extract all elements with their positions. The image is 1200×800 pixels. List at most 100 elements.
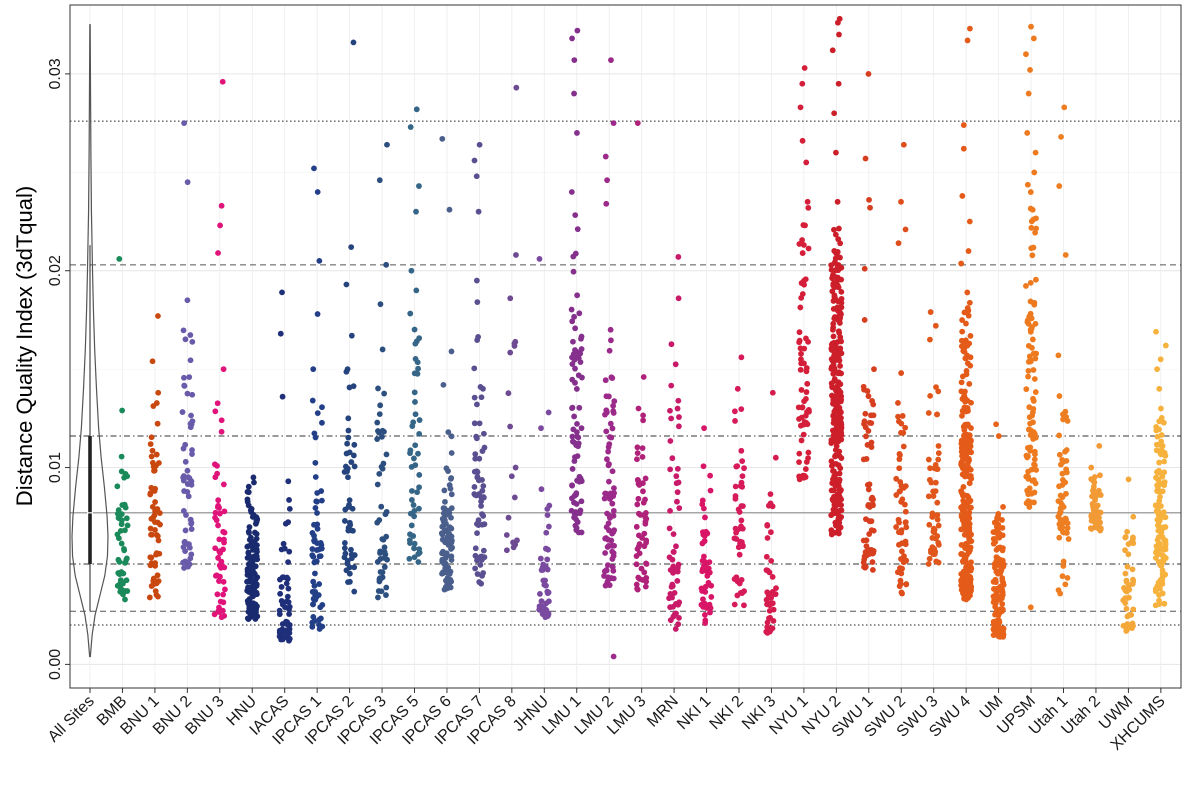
- data-point: [414, 489, 421, 496]
- data-point: [1030, 367, 1037, 373]
- data-point: [474, 571, 481, 577]
- data-point: [832, 453, 838, 460]
- data-point: [215, 522, 221, 529]
- data-point: [416, 505, 422, 512]
- data-point: [115, 556, 122, 563]
- data-point: [966, 340, 973, 347]
- data-point: [416, 472, 423, 478]
- series-swu-4: [958, 25, 975, 603]
- data-point: [314, 410, 321, 416]
- data-point: [344, 560, 351, 567]
- data-point: [738, 447, 745, 454]
- series-iacas: [276, 289, 293, 644]
- data-point: [416, 183, 422, 189]
- data-point: [866, 504, 873, 510]
- data-point: [901, 559, 908, 565]
- data-point: [701, 538, 708, 545]
- data-point: [147, 441, 154, 447]
- data-point: [861, 265, 868, 272]
- data-point: [925, 410, 932, 416]
- data-point: [635, 477, 641, 484]
- data-point: [835, 424, 842, 431]
- data-point: [182, 458, 189, 465]
- data-point: [828, 458, 835, 465]
- data-point: [411, 326, 418, 333]
- data-point: [864, 547, 871, 553]
- data-point: [1027, 420, 1033, 427]
- data-point: [867, 204, 873, 211]
- data-point: [1032, 389, 1039, 395]
- data-point: [448, 539, 454, 546]
- data-point: [803, 389, 810, 395]
- data-point: [769, 389, 776, 396]
- data-point: [1154, 516, 1161, 523]
- data-point: [675, 423, 682, 430]
- data-point: [1123, 605, 1130, 612]
- data-point: [764, 567, 771, 574]
- data-point: [544, 566, 551, 573]
- data-point: [768, 557, 775, 564]
- data-point: [540, 577, 547, 584]
- data-point: [472, 565, 479, 572]
- data-point: [764, 522, 771, 529]
- data-point: [408, 267, 415, 274]
- data-point: [154, 572, 161, 579]
- data-point: [900, 141, 907, 148]
- data-point: [310, 366, 317, 373]
- data-point: [283, 580, 290, 587]
- data-point: [1058, 133, 1064, 140]
- data-point: [829, 480, 836, 487]
- data-point: [179, 409, 186, 415]
- data-point: [383, 261, 390, 268]
- data-point: [348, 527, 355, 534]
- data-point: [348, 332, 355, 339]
- data-point: [447, 485, 454, 492]
- data-point: [966, 565, 973, 571]
- data-point: [283, 618, 289, 625]
- data-point: [796, 329, 803, 336]
- data-point: [1091, 507, 1097, 514]
- data-point: [1122, 586, 1129, 593]
- data-point: [214, 400, 221, 407]
- data-point: [572, 212, 579, 219]
- data-point: [471, 394, 478, 401]
- data-point: [934, 411, 940, 418]
- data-point: [570, 426, 577, 433]
- data-point: [507, 423, 514, 430]
- data-point: [896, 465, 903, 472]
- data-point: [896, 450, 903, 457]
- data-point: [184, 467, 191, 474]
- data-point: [869, 559, 876, 565]
- data-point: [1057, 508, 1064, 515]
- data-point: [1158, 432, 1165, 438]
- data-point: [439, 570, 445, 577]
- data-point: [1097, 492, 1104, 498]
- data-point: [965, 248, 972, 254]
- data-point: [670, 563, 677, 570]
- violin-all-sites: [71, 24, 109, 658]
- data-point: [374, 419, 381, 426]
- data-point: [151, 512, 158, 519]
- data-point: [1029, 206, 1036, 213]
- data-point: [830, 281, 837, 287]
- data-point: [902, 424, 909, 431]
- data-point: [805, 406, 812, 413]
- data-point: [960, 492, 967, 499]
- data-point: [348, 244, 355, 251]
- data-point: [245, 489, 252, 496]
- data-point: [670, 549, 677, 555]
- data-point: [341, 518, 348, 524]
- data-point: [836, 453, 843, 459]
- data-point: [608, 337, 614, 344]
- data-point: [578, 425, 585, 432]
- data-point: [958, 437, 965, 444]
- data-point: [574, 433, 581, 440]
- data-point: [959, 317, 966, 323]
- data-point: [1155, 551, 1162, 558]
- data-point: [407, 447, 414, 454]
- data-point: [571, 413, 577, 420]
- data-point: [670, 531, 677, 538]
- data-point: [862, 155, 869, 162]
- data-point: [569, 438, 576, 445]
- data-point: [217, 573, 223, 580]
